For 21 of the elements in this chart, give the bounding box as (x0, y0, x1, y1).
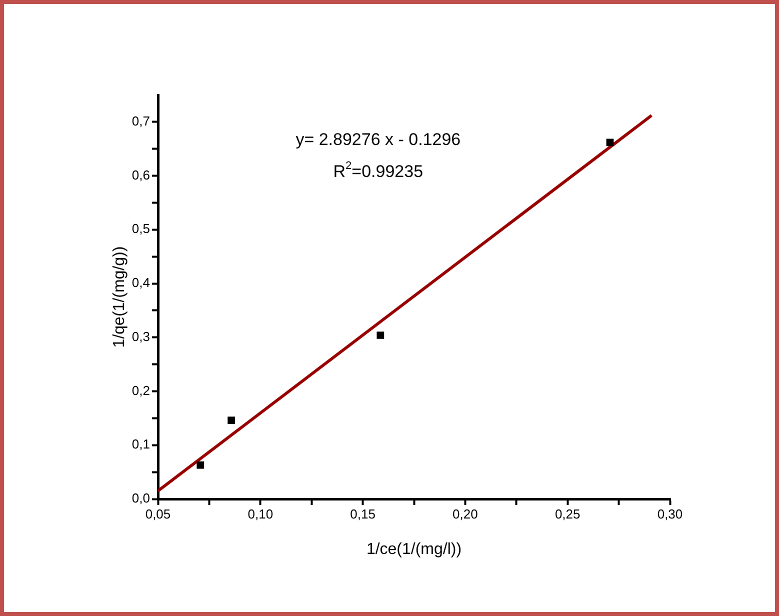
x-tick-label: 0,20 (452, 506, 478, 522)
y-tick-label: 0,4 (132, 275, 150, 290)
x-tick-label: 0,30 (657, 506, 683, 522)
y-tick-label: 0,7 (132, 114, 150, 129)
y-axis-title: 1/qe(1/(mg/g)) (111, 246, 128, 348)
point (376, 332, 384, 339)
x-tick-label: 0,10 (248, 506, 274, 522)
x-tick-label: 0,15 (350, 506, 376, 522)
x-tick-label: 0,25 (554, 506, 580, 522)
point (196, 461, 204, 469)
point (606, 138, 614, 146)
x-tick-label: 0,05 (145, 506, 171, 522)
y-tick-label: 0,6 (132, 167, 150, 182)
y-tick-label: 0,2 (132, 382, 150, 398)
point (228, 416, 235, 424)
y-tick-label: 0,3 (132, 328, 150, 344)
annotation: y= 2.89276 x - 0.1296 (296, 130, 461, 149)
x-axis-title: 1/ce(1/(mg/l)) (366, 540, 462, 558)
y-tick-label: 0,1 (132, 436, 150, 452)
y-tick-label: 0,0 (132, 490, 150, 506)
y-tick-label: 0,5 (132, 221, 150, 236)
